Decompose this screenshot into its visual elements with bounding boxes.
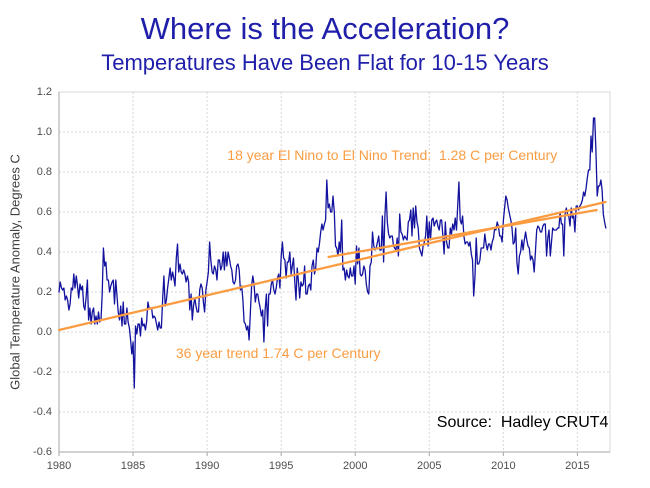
y-axis-tick-label: 0.2 xyxy=(36,285,52,298)
trend-line-18yr xyxy=(327,208,598,259)
y-axis-tick-label: 0.0 xyxy=(36,325,52,338)
x-axis-tick-label: 1985 xyxy=(120,460,146,472)
trend-label-18yr: 18 year El Nino to El Nino Trend: 1.28 C… xyxy=(227,147,558,163)
chart-subtitle: Temperatures Have Been Flat for 10-15 Ye… xyxy=(101,50,549,75)
x-axis-tick-label: 2000 xyxy=(342,460,368,472)
trend-label-36yr: 36 year trend 1.74 C per Century xyxy=(175,345,381,361)
x-axis-tick-label: 2015 xyxy=(565,460,590,472)
chart-title: Where is the Acceleration? xyxy=(140,11,510,46)
trend-line-36yr xyxy=(57,200,607,332)
y-axis-tick-label: -0.6 xyxy=(33,445,52,458)
x-axis-tick-label: 1990 xyxy=(194,460,220,472)
y-axis-tick-label: 0.6 xyxy=(36,205,52,218)
x-axis-tick-label: 2005 xyxy=(417,460,442,472)
plot-border xyxy=(58,91,611,453)
y-axis-tick-label: 0.4 xyxy=(36,245,52,258)
source-note: Source: Hadley CRUT4 xyxy=(436,414,609,431)
y-axis-tick-label: 1.2 xyxy=(36,85,52,98)
x-axis-tick-label: 2010 xyxy=(491,460,516,472)
x-axis-tick-label: 1980 xyxy=(46,460,72,472)
y-axis-tick-label: -0.2 xyxy=(33,365,52,378)
y-axis-tick-label: 1.0 xyxy=(36,125,52,138)
x-axis-tick-label: 1995 xyxy=(268,460,294,472)
y-axis-tick-label: -0.4 xyxy=(33,405,52,418)
y-axis-tick-label: 0.8 xyxy=(36,165,52,178)
